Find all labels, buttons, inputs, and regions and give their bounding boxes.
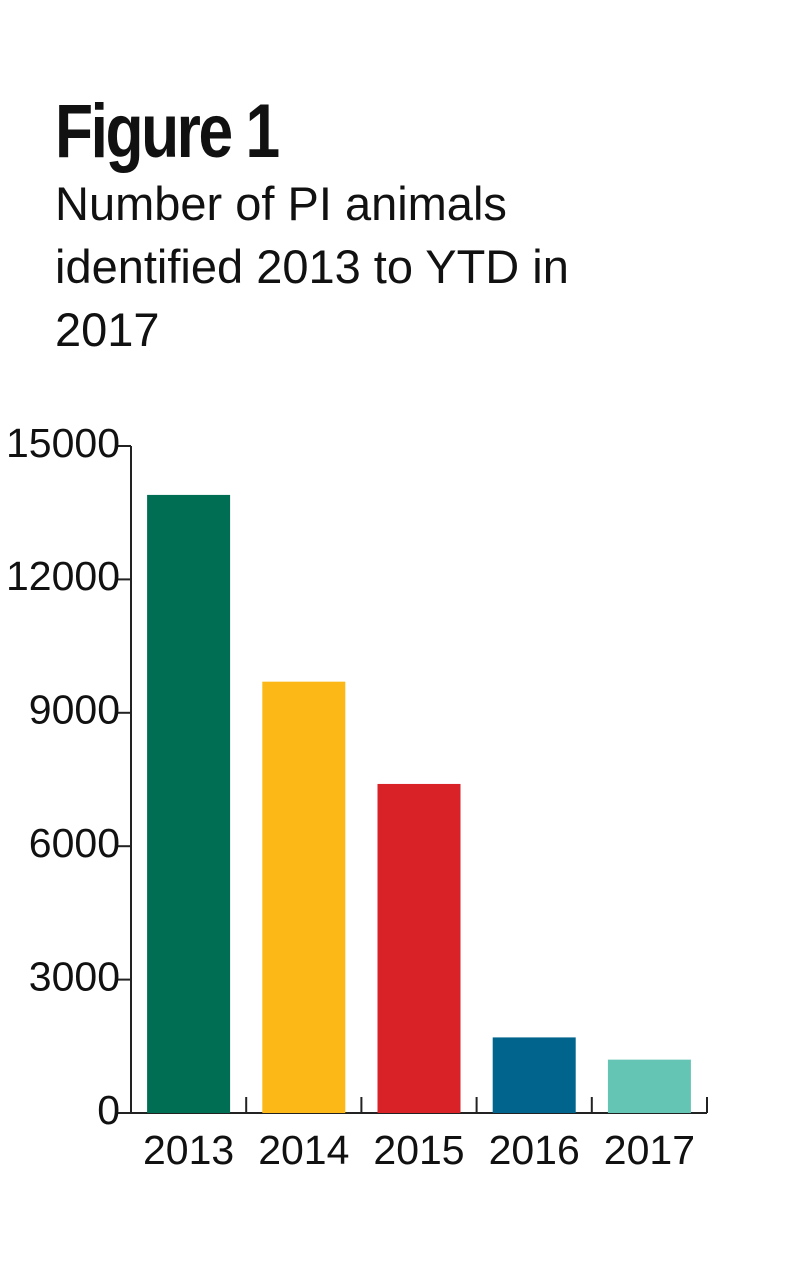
x-tick-label: 2017 (604, 1127, 695, 1173)
bar (607, 1059, 691, 1113)
x-tick-label: 2014 (258, 1127, 349, 1173)
y-tick-label: 3000 (29, 953, 120, 999)
y-tick-label: 9000 (29, 687, 120, 733)
bar (147, 494, 231, 1113)
y-tick-label: 12000 (6, 553, 120, 599)
bar (492, 1037, 576, 1113)
bar (377, 783, 461, 1113)
chart-subtitle: Number of PI animals identified 2013 to … (55, 177, 569, 356)
y-tick-label: 6000 (29, 820, 120, 866)
x-tick-label: 2016 (489, 1127, 580, 1173)
bar (262, 681, 346, 1113)
y-tick-label: 15000 (6, 420, 120, 466)
x-tick-label: 2015 (373, 1127, 464, 1173)
y-tick-label: 0 (97, 1087, 120, 1133)
x-tick-label: 2013 (143, 1127, 234, 1173)
chart-title: Figure 1 (55, 89, 280, 174)
